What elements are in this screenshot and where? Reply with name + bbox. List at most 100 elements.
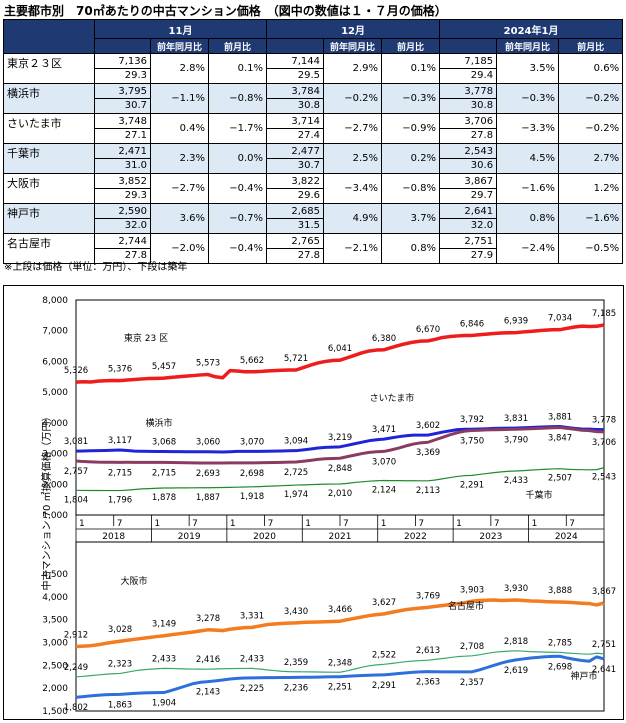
data-label: 5,721 xyxy=(284,354,308,364)
y-tick-label: 3,000 xyxy=(42,450,68,460)
x-tick-label: 1 xyxy=(305,519,311,529)
series-name-label: 名古屋市 xyxy=(448,600,484,612)
x-tick-label: 7 xyxy=(418,519,424,529)
col-mom: 前月比 xyxy=(558,38,624,54)
data-label: 2,613 xyxy=(416,646,440,656)
mom-change: 1.2% xyxy=(558,173,624,204)
data-label: 5,457 xyxy=(152,362,176,372)
price-age-cell: 3,784 30.8 xyxy=(266,83,325,114)
data-label: 7,185 xyxy=(592,309,616,319)
table-row: 神戸市 2,590 32.0 3.6% −0.7% 2,685 31.5 4.9% 3.7% 2,… xyxy=(3,203,624,234)
yoy-change: −2.4% xyxy=(496,233,560,264)
x-tick-label: 7 xyxy=(268,519,274,529)
chart-svg: 8,000 7,000 6,000 5,000 4,000 3,000 2,000 1,000… xyxy=(40,296,616,717)
x-year-label: 2022 xyxy=(404,532,427,542)
price-age-cell: 2,641 32.0 xyxy=(439,203,498,234)
row-city-name: さいたま市 xyxy=(3,113,95,144)
data-label: 2,725 xyxy=(284,468,308,478)
mom-change: −0.8% xyxy=(381,173,441,204)
y-tick-label: 8,000 xyxy=(42,296,68,306)
yoy-change: −2.7% xyxy=(150,173,209,204)
data-label: 3,094 xyxy=(284,437,308,447)
col-group-dec: 12月 xyxy=(266,19,441,39)
building-age-value: 32.0 xyxy=(470,220,494,231)
price-age-cell: 3,795 30.7 xyxy=(94,83,151,114)
data-label: 1,804 xyxy=(64,495,88,505)
data-label: 2,359 xyxy=(284,658,308,668)
y-tick-label: 4,000 xyxy=(42,419,68,429)
price-age-cell: 7,136 29.3 xyxy=(94,53,151,84)
x-tick-label: 1 xyxy=(230,519,236,529)
series-line xyxy=(75,426,605,465)
x-year-label: 2019 xyxy=(178,532,201,542)
y-tick-label: 6,000 xyxy=(42,357,68,367)
yoy-change: −3.3% xyxy=(496,113,560,144)
price-value: 2,471 xyxy=(95,145,150,159)
mom-change: 0.0% xyxy=(207,143,268,174)
data-label: 3,369 xyxy=(416,448,440,458)
price-age-cell: 2,471 31.0 xyxy=(94,143,151,174)
price-age-cell: 7,185 29.4 xyxy=(439,53,498,84)
data-label: 2,348 xyxy=(328,658,352,668)
building-age-value: 29.4 xyxy=(470,70,494,81)
mom-change: 2.7% xyxy=(558,143,624,174)
data-label: 2,641 xyxy=(592,665,616,675)
data-label: 2,416 xyxy=(196,655,220,665)
price-age-cell: 2,765 27.8 xyxy=(266,233,325,264)
table-row: さいたま市 3,748 27.1 0.4% −1.7% 3,714 27.4 −2.7% −0.… xyxy=(3,113,624,144)
y-tick-label: 3,500 xyxy=(42,616,68,626)
col-yoy: 前年同月比 xyxy=(323,38,383,54)
price-value: 7,144 xyxy=(267,55,324,69)
data-label: 5,662 xyxy=(240,356,264,366)
col-price-blank xyxy=(439,38,498,54)
price-age-cell: 3,852 29.3 xyxy=(94,173,151,204)
building-age-value: 29.3 xyxy=(124,70,147,81)
y-tick-label: 5,000 xyxy=(42,388,68,398)
data-label: 3,847 xyxy=(548,434,572,444)
data-label: 6,041 xyxy=(328,344,352,354)
mom-change: 3.7% xyxy=(381,203,441,234)
data-label: 2,848 xyxy=(328,464,352,474)
data-label: 1,887 xyxy=(196,493,220,503)
x-tick-label: 1 xyxy=(79,519,85,529)
table-row: 横浜市 3,795 30.7 −1.1% −0.8% 3,784 30.8 −0.2% −0.3… xyxy=(3,83,624,114)
y-tick-label: 1,000 xyxy=(42,511,68,521)
y-tick-label: 7,000 xyxy=(42,327,68,337)
price-value: 2,765 xyxy=(267,235,324,249)
data-label: 3,627 xyxy=(372,598,396,608)
price-table: 11月 12月 2024年1月 前年同月比 前月比 前年同月比 前月比 前年同月… xyxy=(3,19,624,264)
price-value: 3,867 xyxy=(440,175,497,189)
data-label: 3,903 xyxy=(460,585,484,595)
price-value: 2,641 xyxy=(440,205,497,219)
data-label: 2,818 xyxy=(504,637,528,647)
yoy-change: 2.5% xyxy=(323,143,383,174)
x-year-label: 2021 xyxy=(329,532,352,542)
mom-change: 0.1% xyxy=(381,53,441,84)
x-tick-label: 7 xyxy=(117,519,123,529)
data-label: 1,918 xyxy=(240,492,264,502)
yoy-change: 4.9% xyxy=(323,203,383,234)
data-label: 5,326 xyxy=(64,366,88,376)
price-age-cell: 3,867 29.7 xyxy=(439,173,498,204)
y-tick-label: 1,500 xyxy=(42,707,68,717)
data-label: 3,778 xyxy=(592,416,616,426)
x-tick-label: 1 xyxy=(532,519,538,529)
yoy-change: 2.8% xyxy=(150,53,209,84)
data-label: 2,433 xyxy=(152,654,176,664)
data-label: 3,060 xyxy=(196,438,220,448)
price-value: 3,748 xyxy=(95,115,150,129)
data-label: 3,149 xyxy=(152,620,176,630)
building-age-value: 30.8 xyxy=(297,100,321,111)
mom-change: −0.9% xyxy=(381,113,441,144)
data-label: 3,068 xyxy=(152,437,176,447)
row-city-name: 千葉市 xyxy=(3,143,95,174)
x-tick-label: 1 xyxy=(154,519,160,529)
y-tick-label: 2,000 xyxy=(42,684,68,694)
building-age-value: 29.3 xyxy=(124,190,147,201)
building-age-value: 27.8 xyxy=(297,250,321,261)
row-city-name: 大阪市 xyxy=(3,173,95,204)
x-tick-label: 7 xyxy=(569,519,575,529)
price-age-cell: 3,748 27.1 xyxy=(94,113,151,144)
data-label: 3,070 xyxy=(240,437,264,447)
data-label: 3,881 xyxy=(548,413,572,423)
